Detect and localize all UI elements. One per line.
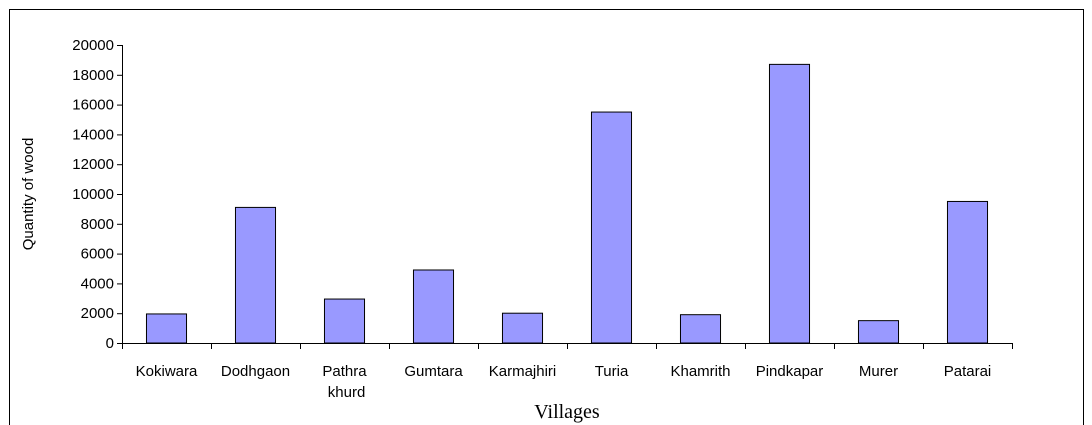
x-tick-label: Patarai <box>944 363 992 380</box>
x-tick-label: Karmajhiri <box>489 363 557 380</box>
bar <box>323 298 366 344</box>
x-tick-label: Kokiwara <box>136 363 198 380</box>
y-tick-label: 12000 <box>72 156 114 173</box>
x-tick-label: Khamrith <box>670 363 730 380</box>
y-tick-label: 10000 <box>72 186 114 203</box>
y-tick-label: 18000 <box>72 67 114 84</box>
x-tick-label: Gumtara <box>404 363 463 380</box>
y-tick-label: 0 <box>106 335 114 352</box>
bar <box>679 314 722 344</box>
bar <box>501 312 544 344</box>
x-tick-label: Pathra khurd <box>322 363 367 401</box>
y-tick-label: 16000 <box>72 97 114 114</box>
x-tick-label: Murer <box>859 363 898 380</box>
y-tick-label: 6000 <box>81 246 114 263</box>
bar <box>946 200 989 344</box>
bar <box>412 269 455 344</box>
y-tick-label: 20000 <box>72 37 114 54</box>
bar <box>590 111 633 344</box>
y-tick-label: 8000 <box>81 216 114 233</box>
bar <box>234 206 277 344</box>
bar <box>857 320 900 344</box>
y-tick-label: 2000 <box>81 305 114 322</box>
bar <box>768 63 811 344</box>
y-axis-label: Quantity of wood <box>20 138 37 251</box>
y-tick-label: 4000 <box>81 275 114 292</box>
x-tick-label: Dodhgaon <box>221 363 290 380</box>
y-tick-label: 14000 <box>72 126 114 143</box>
x-tick-label: Pindkapar <box>756 363 824 380</box>
x-axis-label: Villages <box>534 401 600 423</box>
x-tick-label: Turia <box>595 363 629 380</box>
chart-frame <box>9 9 1084 425</box>
bar <box>145 313 188 344</box>
